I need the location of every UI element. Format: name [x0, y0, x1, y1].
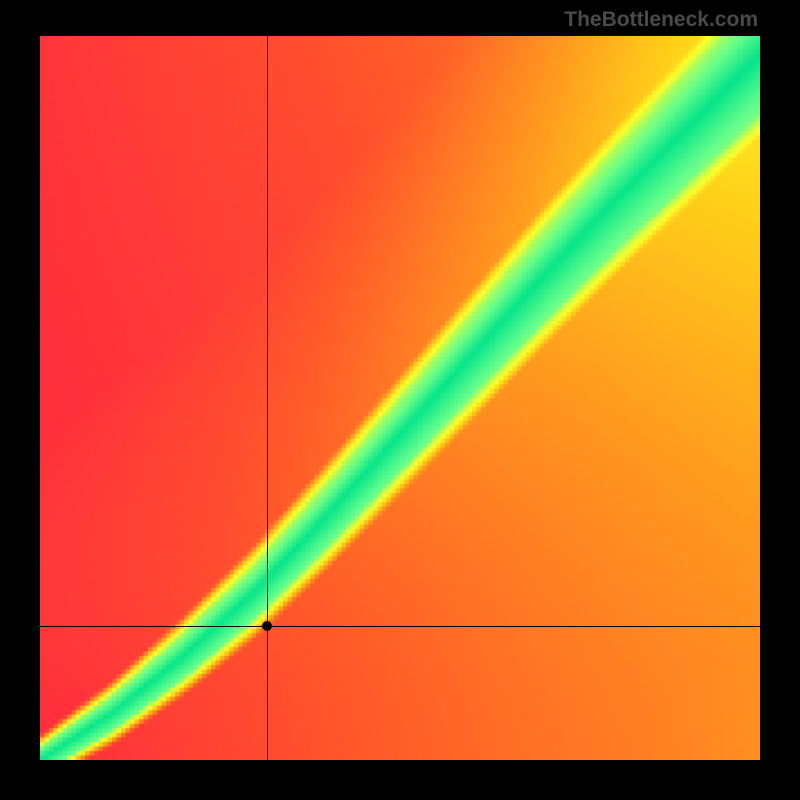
heatmap-plot — [40, 36, 760, 760]
crosshair-horizontal — [40, 626, 760, 627]
crosshair-marker — [262, 621, 272, 631]
watermark-text: TheBottleneck.com — [564, 8, 758, 32]
heatmap-canvas — [40, 36, 760, 760]
crosshair-vertical — [267, 36, 268, 760]
